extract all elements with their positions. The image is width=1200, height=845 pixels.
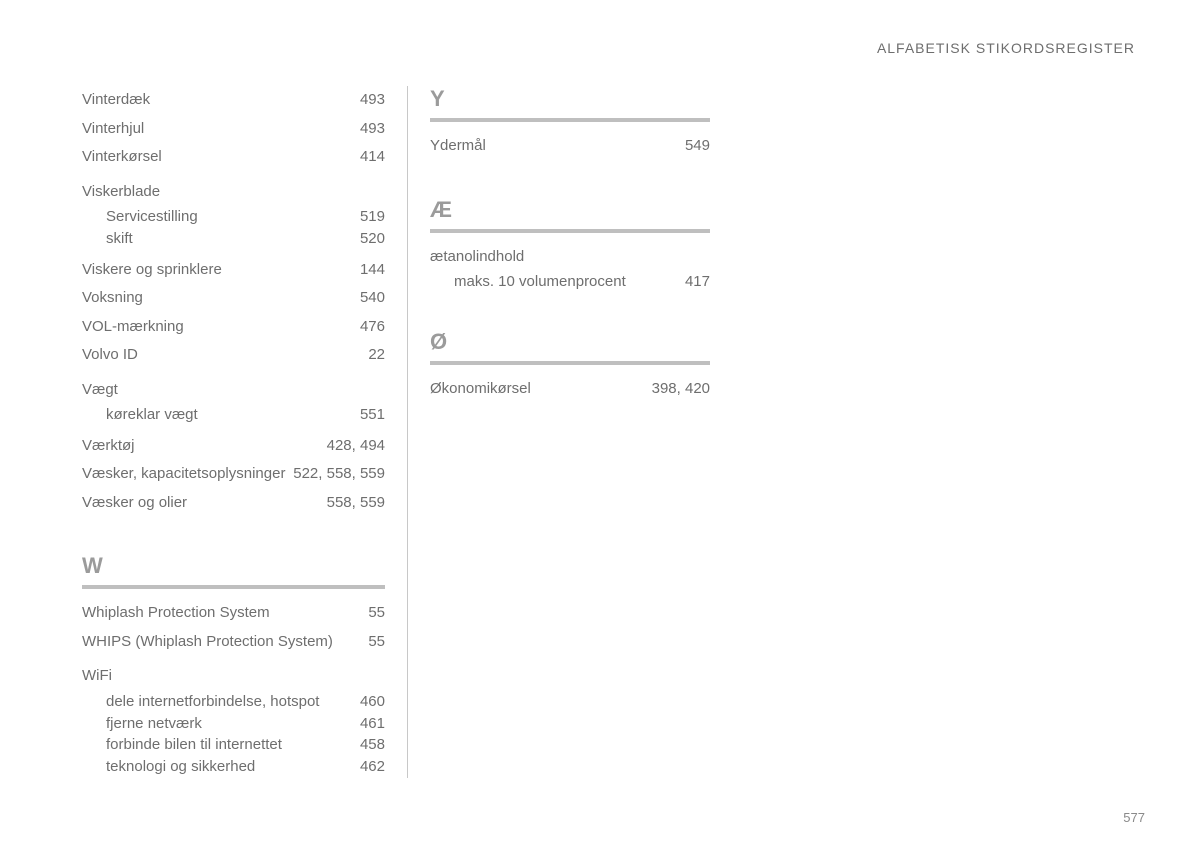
- index-subentry: forbinde bilen til internettet 458: [82, 734, 385, 756]
- entry-label: WiFi: [82, 662, 112, 691]
- entry-page: 493: [360, 86, 385, 115]
- index-entry: Værktøj 428, 494: [82, 432, 385, 461]
- entry-label: Vinterkørsel: [82, 143, 162, 172]
- entry-label: Vægt: [82, 376, 118, 405]
- entry-label: Væsker, kapacitetsoplysninger: [82, 460, 285, 489]
- index-subentry: dele internetforbindelse, hotspot 460: [82, 691, 385, 713]
- entry-page: 144: [360, 256, 385, 285]
- column-2: Y Ydermål 549 Æ ætanolindhold maks. 10 v…: [407, 86, 732, 778]
- section-rule: [430, 229, 710, 233]
- index-entry: Væsker og olier 558, 559: [82, 489, 385, 518]
- entry-page: 549: [685, 132, 710, 161]
- entry-page: 461: [360, 713, 385, 735]
- entry-label: Værktøj: [82, 432, 135, 461]
- index-subentry: fjerne netværk 461: [82, 713, 385, 735]
- index-entry: Vinterdæk 493: [82, 86, 385, 115]
- index-subentry: maks. 10 volumenprocent 417: [430, 271, 710, 293]
- entry-page: 519: [360, 206, 385, 228]
- section-letter-ae: Æ: [430, 197, 710, 223]
- index-columns: Vinterdæk 493 Vinterhjul 493 Vinterkørse…: [82, 86, 1145, 778]
- entry-page: 462: [360, 756, 385, 778]
- entry-page: 558, 559: [327, 489, 385, 518]
- entry-label: ætanolindhold: [430, 243, 524, 272]
- entry-page: 540: [360, 284, 385, 313]
- index-entry: WiFi: [82, 662, 385, 691]
- column-1: Vinterdæk 493 Vinterhjul 493 Vinterkørse…: [82, 86, 407, 778]
- entry-label: Servicestilling: [106, 206, 198, 228]
- index-subentry: skift 520: [82, 228, 385, 250]
- entry-page: 414: [360, 143, 385, 172]
- entry-page: 55: [368, 628, 385, 657]
- entry-label: forbinde bilen til internettet: [106, 734, 282, 756]
- index-entry: Viskerblade: [82, 178, 385, 207]
- index-entry: Vinterkørsel 414: [82, 143, 385, 172]
- entry-page: 22: [368, 341, 385, 370]
- page-header: ALFABETISK STIKORDSREGISTER: [82, 40, 1145, 56]
- index-entry: Viskere og sprinklere 144: [82, 256, 385, 285]
- entry-label: Whiplash Protection System: [82, 599, 270, 628]
- entry-page: 520: [360, 228, 385, 250]
- section-rule: [82, 585, 385, 589]
- page-number: 577: [1123, 810, 1145, 825]
- section-letter-y: Y: [430, 86, 710, 112]
- section-rule: [430, 361, 710, 365]
- index-entry: VOL-mærkning 476: [82, 313, 385, 342]
- entry-label: skift: [106, 228, 133, 250]
- index-entry: Vinterhjul 493: [82, 115, 385, 144]
- entry-label: Vinterhjul: [82, 115, 144, 144]
- entry-label: fjerne netværk: [106, 713, 202, 735]
- index-page: ALFABETISK STIKORDSREGISTER Vinterdæk 49…: [0, 0, 1200, 818]
- entry-page: 55: [368, 599, 385, 628]
- entry-label: Ydermål: [430, 132, 486, 161]
- entry-page: 551: [360, 404, 385, 426]
- index-entry: Økonomikørsel 398, 420: [430, 375, 710, 404]
- index-subentry: Servicestilling 519: [82, 206, 385, 228]
- index-entry: Ydermål 549: [430, 132, 710, 161]
- index-entry: Volvo ID 22: [82, 341, 385, 370]
- entry-label: Økonomikørsel: [430, 375, 531, 404]
- entry-page: 458: [360, 734, 385, 756]
- index-subentry: køreklar vægt 551: [82, 404, 385, 426]
- index-entry: Voksning 540: [82, 284, 385, 313]
- entry-page: 417: [685, 271, 710, 293]
- entry-label: Viskerblade: [82, 178, 160, 207]
- entry-page: 460: [360, 691, 385, 713]
- index-subentry: teknologi og sikkerhed 462: [82, 756, 385, 778]
- section-letter-o: Ø: [430, 329, 710, 355]
- entry-label: Vinterdæk: [82, 86, 150, 115]
- index-entry: ætanolindhold: [430, 243, 710, 272]
- index-entry: Vægt: [82, 376, 385, 405]
- entry-page: 522, 558, 559: [293, 460, 385, 489]
- entry-page: 476: [360, 313, 385, 342]
- entry-label: dele internetforbindelse, hotspot: [106, 691, 319, 713]
- section-letter-w: W: [82, 553, 385, 579]
- entry-label: VOL-mærkning: [82, 313, 184, 342]
- entry-label: teknologi og sikkerhed: [106, 756, 255, 778]
- entry-label: maks. 10 volumenprocent: [454, 271, 626, 293]
- index-entry: WHIPS (Whiplash Protection System) 55: [82, 628, 385, 657]
- entry-page: 428, 494: [327, 432, 385, 461]
- entry-page: 493: [360, 115, 385, 144]
- entry-label: Viskere og sprinklere: [82, 256, 222, 285]
- entry-label: WHIPS (Whiplash Protection System): [82, 628, 333, 657]
- entry-label: Voksning: [82, 284, 143, 313]
- section-rule: [430, 118, 710, 122]
- entry-label: Volvo ID: [82, 341, 138, 370]
- entry-label: Væsker og olier: [82, 489, 187, 518]
- entry-page: 398, 420: [652, 375, 710, 404]
- entry-label: køreklar vægt: [106, 404, 198, 426]
- index-entry: Væsker, kapacitetsoplysninger 522, 558, …: [82, 460, 385, 489]
- index-entry: Whiplash Protection System 55: [82, 599, 385, 628]
